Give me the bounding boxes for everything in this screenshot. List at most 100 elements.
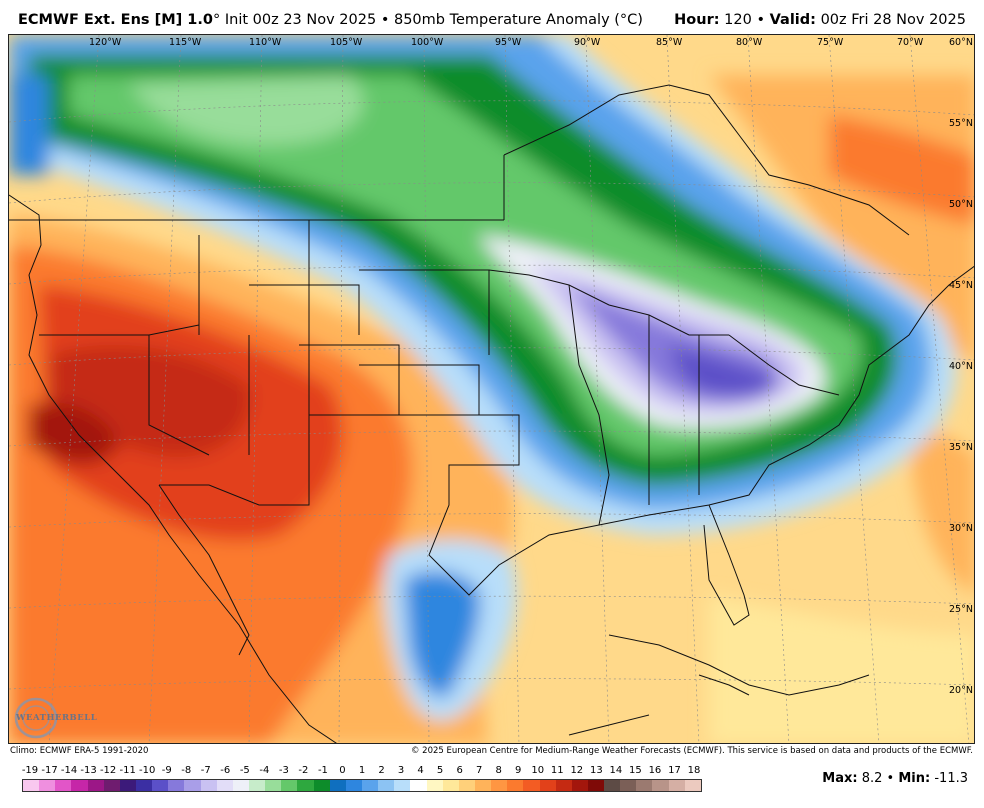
longitude-labels: 120°W 115°W 110°W 105°W 100°W 95°W 90°W … bbox=[89, 37, 924, 48]
color-scale-label: 12 bbox=[570, 765, 584, 776]
valid-info: Hour: 120 • Valid: 00z Fri 28 Nov 2025 bbox=[674, 12, 966, 28]
color-swatch bbox=[345, 780, 362, 791]
color-scale-label: -10 bbox=[139, 765, 156, 776]
weatherbell-logo bbox=[14, 697, 58, 739]
color-scale-label: 10 bbox=[531, 765, 545, 776]
color-swatch bbox=[394, 780, 411, 791]
color-swatch bbox=[55, 780, 72, 791]
color-scale-label: 2 bbox=[378, 765, 385, 776]
color-scale-label: 7 bbox=[475, 765, 483, 776]
map-header: ECMWF Ext. Ens [M] 1.0° Init 00z 23 Nov … bbox=[0, 0, 984, 34]
color-scale-label: -9 bbox=[161, 765, 172, 776]
color-swatch bbox=[636, 780, 653, 791]
lat-label: 60°N bbox=[949, 37, 973, 48]
color-swatch bbox=[168, 780, 185, 791]
color-swatch bbox=[297, 780, 314, 791]
color-swatch bbox=[442, 780, 459, 791]
color-swatch bbox=[523, 780, 540, 791]
color-swatch bbox=[216, 780, 233, 791]
color-scale-label: 8 bbox=[495, 765, 502, 776]
color-scale-label: 0 bbox=[339, 765, 346, 776]
lon-label: 90°W bbox=[574, 37, 601, 48]
color-swatch bbox=[474, 780, 492, 791]
lat-label: 45°N bbox=[949, 280, 973, 291]
color-scale-label: -7 bbox=[200, 765, 211, 776]
color-swatch bbox=[652, 780, 669, 791]
climo-note: Climo: ECMWF ERA-5 1991-2020 bbox=[10, 746, 149, 756]
lon-label: 85°W bbox=[656, 37, 683, 48]
min-value: -11.3 bbox=[934, 771, 968, 786]
boundaries bbox=[9, 84, 974, 743]
color-swatch bbox=[23, 780, 40, 791]
max-min-readout: Max: 8.2 • Min: -11.3 bbox=[822, 771, 968, 786]
forecast-hour: 120 bbox=[724, 12, 752, 28]
color-scale-label: -13 bbox=[80, 765, 97, 776]
color-scale-label: -1 bbox=[317, 765, 328, 776]
color-swatch bbox=[410, 780, 427, 791]
color-swatch bbox=[507, 780, 524, 791]
color-scale-label: -17 bbox=[41, 765, 58, 776]
lat-label: 50°N bbox=[949, 199, 973, 210]
lon-label: 120°W bbox=[89, 37, 122, 48]
graticule bbox=[9, 35, 974, 743]
color-scale-label: -3 bbox=[278, 765, 289, 776]
color-swatch bbox=[232, 780, 249, 791]
color-swatch bbox=[39, 780, 56, 791]
color-swatch bbox=[184, 780, 201, 791]
color-scale-label: -19 bbox=[21, 765, 39, 776]
color-swatch bbox=[281, 780, 298, 791]
map-title: ECMWF Ext. Ens [M] 1.0° Init 00z 23 Nov … bbox=[18, 12, 643, 28]
lon-label: 105°W bbox=[330, 37, 363, 48]
color-swatch bbox=[71, 780, 88, 791]
color-swatch bbox=[152, 780, 169, 791]
color-scale-label: 6 bbox=[456, 765, 463, 776]
lon-label: 100°W bbox=[411, 37, 444, 48]
anomaly-field bbox=[9, 35, 974, 743]
color-scale-label: 4 bbox=[417, 765, 424, 776]
color-swatch bbox=[587, 780, 605, 791]
init-time: Init 00z 23 Nov 2025 bbox=[224, 12, 377, 28]
lat-label: 25°N bbox=[949, 604, 973, 615]
color-scale-label: 18 bbox=[687, 765, 701, 776]
lat-label: 20°N bbox=[949, 685, 973, 696]
color-swatch bbox=[135, 780, 153, 791]
color-scale-label: -14 bbox=[60, 765, 78, 776]
lat-label: 30°N bbox=[949, 523, 973, 534]
color-swatch bbox=[620, 780, 637, 791]
color-swatch bbox=[539, 780, 556, 791]
color-scale-label: -5 bbox=[239, 765, 250, 776]
color-scale-labels: -19 -17 -14 -13 -12 -11 -10 -9 -8 -7 -6 -5 -4 -3 -2 -1 0… bbox=[22, 764, 702, 777]
logo-text: WEATHERBELL bbox=[16, 713, 98, 723]
color-swatch bbox=[313, 780, 330, 791]
lon-label: 70°W bbox=[897, 37, 924, 48]
color-swatch bbox=[571, 780, 588, 791]
max-value: 8.2 bbox=[861, 771, 883, 786]
color-swatch bbox=[491, 780, 508, 791]
lon-label: 110°W bbox=[249, 37, 282, 48]
valid-time: 00z Fri 28 Nov 2025 bbox=[820, 12, 966, 28]
color-scale-label: -12 bbox=[99, 765, 117, 776]
color-swatch bbox=[458, 780, 475, 791]
color-scale-label: 3 bbox=[397, 765, 405, 776]
color-swatch bbox=[426, 780, 443, 791]
color-scale: -19 -17 -14 -13 -12 -11 -10 -9 -8 -7 -6 -5 -4 -3 -2 -1 0… bbox=[22, 764, 702, 794]
color-scale-label: -6 bbox=[220, 765, 231, 776]
color-swatch bbox=[119, 780, 136, 791]
lon-label: 80°W bbox=[736, 37, 763, 48]
lat-label: 55°N bbox=[949, 118, 973, 129]
color-scale-label: -2 bbox=[298, 765, 309, 776]
anomaly-map: 120°W 115°W 110°W 105°W 100°W 95°W 90°W … bbox=[8, 34, 975, 744]
lon-label: 75°W bbox=[817, 37, 844, 48]
color-swatch bbox=[87, 780, 104, 791]
lon-label: 115°W bbox=[169, 37, 202, 48]
color-swatch bbox=[378, 780, 395, 791]
color-swatch bbox=[103, 780, 120, 791]
latitude-labels: 60°N 55°N 50°N 45°N 40°N 35°N 30°N 25°N … bbox=[949, 37, 973, 696]
product-name: 850mb Temperature Anomaly (°C) bbox=[393, 12, 643, 28]
lon-label: 95°W bbox=[495, 37, 522, 48]
lat-label: 40°N bbox=[949, 361, 973, 372]
color-scale-label: -4 bbox=[259, 765, 270, 776]
color-swatch bbox=[200, 780, 217, 791]
color-swatch bbox=[668, 780, 685, 791]
color-swatch bbox=[361, 780, 379, 791]
